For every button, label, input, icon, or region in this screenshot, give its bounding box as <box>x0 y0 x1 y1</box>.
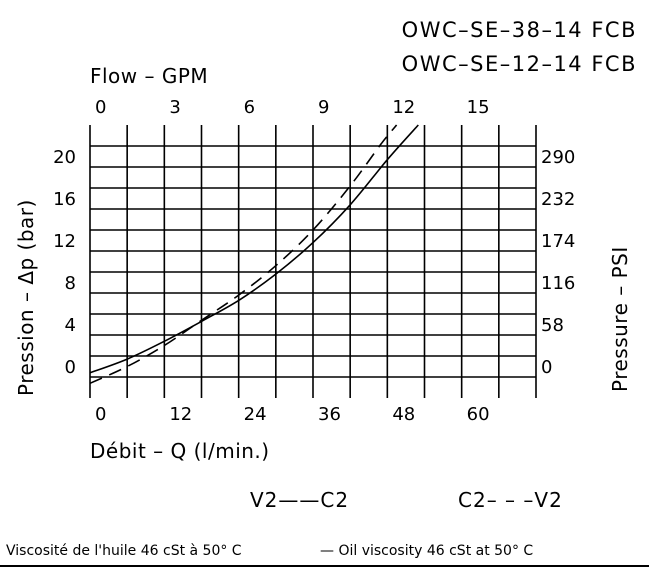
x-tick-bottom: 36 <box>318 404 341 425</box>
x-axis-label-top: Flow – GPM <box>90 64 208 88</box>
y-tick-right: 174 <box>541 231 575 252</box>
x-tick-top: 0 <box>95 97 106 118</box>
x-tick-top: 12 <box>392 97 415 118</box>
y-tick-left: 12 <box>53 231 76 252</box>
series-solid-curve <box>89 124 419 374</box>
x-tick-bottom: 60 <box>467 404 490 425</box>
footer-french: Viscosité de l'huile 46 cSt à 50° C <box>6 543 242 559</box>
y-tick-left: 16 <box>53 189 76 210</box>
footer-english: — Oil viscosity 46 cSt at 50° C <box>320 543 533 559</box>
x-axis-label-bottom: Débit – Q (l/min.) <box>90 439 270 463</box>
grid <box>89 125 537 398</box>
y-tick-right: 0 <box>541 357 552 378</box>
y-tick-left: 0 <box>65 357 76 378</box>
title-line-2: OWC–SE–12–14 FCB <box>402 52 637 76</box>
y-axis-label-right: Pressure – PSI <box>608 246 632 392</box>
y-tick-right: 116 <box>541 273 575 294</box>
x-tick-bottom: 48 <box>392 404 415 425</box>
legend-solid: V2——C2 <box>250 488 349 512</box>
y-tick-left: 8 <box>65 273 76 294</box>
y-tick-right: 290 <box>541 147 575 168</box>
legend-dashed: C2– – –V2 <box>458 488 563 512</box>
x-tick-top: 9 <box>318 97 329 118</box>
title-line-1: OWC–SE–38–14 FCB <box>402 18 637 42</box>
tick-labels: 0 12 24 36 48 600 3 6 9 12 15048121620058116174232… <box>53 97 575 425</box>
x-tick-bottom: 24 <box>244 404 267 425</box>
y-tick-right: 58 <box>541 315 564 336</box>
x-tick-bottom: 12 <box>169 404 192 425</box>
x-tick-top: 3 <box>169 97 180 118</box>
y-tick-left: 4 <box>65 315 76 336</box>
y-tick-left: 20 <box>53 147 76 168</box>
series-dashed-curve <box>89 124 398 385</box>
x-tick-bottom: 0 <box>95 404 106 425</box>
curves <box>89 124 419 385</box>
y-axis-label-left: Pression – Δp (bar) <box>14 199 38 396</box>
x-tick-top: 6 <box>244 97 255 118</box>
y-tick-right: 232 <box>541 189 575 210</box>
x-tick-top: 15 <box>467 97 490 118</box>
